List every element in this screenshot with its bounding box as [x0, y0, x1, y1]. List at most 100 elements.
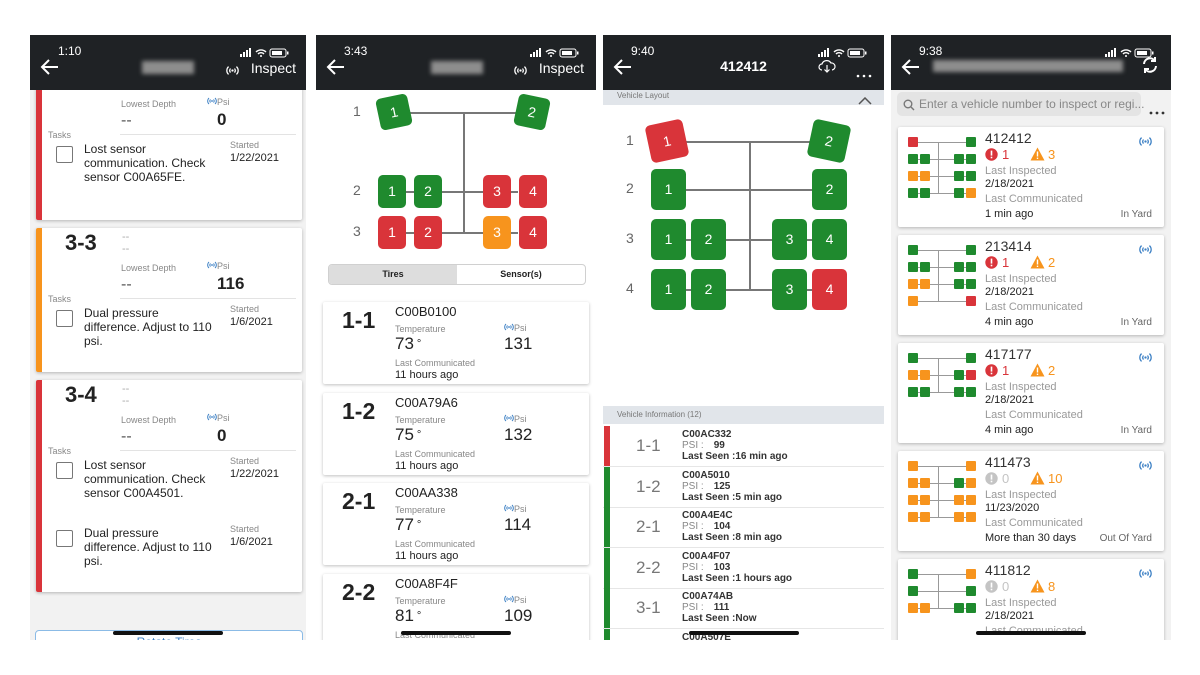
checkbox[interactable] — [56, 310, 73, 327]
tab[interactable]: Tires — [329, 265, 457, 284]
warning-svg — [1030, 363, 1045, 377]
tire[interactable]: 4 — [812, 218, 847, 260]
rotate-button[interactable]: Rotate Tires — [35, 630, 303, 640]
divider — [120, 298, 296, 299]
warning-svg — [1030, 147, 1045, 161]
inspected-date: 2/18/2021 — [985, 178, 1034, 190]
tire[interactable]: 3 — [772, 268, 807, 310]
mini-tire — [908, 245, 918, 255]
home-indicator — [113, 631, 223, 635]
mini-axle — [913, 466, 971, 467]
psi-value: 131 — [504, 334, 533, 353]
tab[interactable]: Sensor(s) — [500, 269, 542, 279]
sensor-row[interactable]: 2-2 C00A4F07 PSI : 103 Last Seen :1 hours ag… — [603, 547, 884, 589]
chevron-svg[interactable] — [858, 96, 872, 105]
seen-value: 16 min ago — [735, 451, 788, 462]
cloud-svg[interactable] — [818, 59, 836, 73]
cloud-icon[interactable] — [818, 59, 836, 78]
tire[interactable]: 1 — [651, 218, 686, 260]
back-arrow-svg[interactable] — [613, 58, 633, 76]
mini-axle — [913, 284, 971, 285]
radio-icon — [1139, 353, 1152, 362]
sensor-icon — [514, 63, 527, 81]
tire[interactable]: 3 — [483, 215, 511, 249]
search-svg — [903, 99, 915, 111]
header-action[interactable]: Inspect — [250, 60, 296, 76]
vehicle-card[interactable]: 213414 1 2 Last Inspected 2/18/2021 Last Comm… — [898, 235, 1164, 335]
back-arrow[interactable] — [40, 58, 60, 81]
tire[interactable]: 2 — [806, 118, 852, 164]
checkbox[interactable] — [56, 462, 73, 479]
refresh-svg[interactable] — [1141, 56, 1159, 74]
dots-svg[interactable] — [856, 74, 872, 78]
label: Psi — [217, 97, 230, 107]
task-card[interactable]: 3-4 -- -- Lowest Depth -- Psi 0 Tasks Lost senso… — [36, 380, 302, 592]
back-arrow-svg[interactable] — [326, 58, 346, 76]
mini-tire — [966, 478, 976, 488]
back-arrow-svg[interactable] — [40, 58, 60, 76]
tire[interactable]: 4 — [519, 215, 547, 249]
signal-icon — [1139, 458, 1152, 476]
tire[interactable]: 1 — [375, 93, 413, 131]
tire[interactable]: 2 — [414, 174, 442, 208]
mini-tire — [966, 495, 976, 505]
tire[interactable]: 2 — [513, 93, 551, 131]
tire[interactable]: 1 — [378, 215, 406, 249]
back-arrow-svg[interactable] — [901, 58, 921, 76]
signal-icon — [1139, 350, 1152, 368]
task-card[interactable]: 3-3 -- -- Lowest Depth -- Psi 116 Tasks Dual pre… — [36, 228, 302, 372]
task-card[interactable]: Lowest Depth -- Psi 0 Tasks Lost sensor commu… — [36, 64, 302, 220]
tire[interactable]: 2 — [812, 168, 847, 210]
refresh-icon[interactable] — [1141, 56, 1159, 79]
sensor-card[interactable]: 2-1 C00AA338 Temperature 77 ° Psi 114 Last Comm… — [323, 483, 589, 565]
tire[interactable]: 1 — [644, 118, 690, 164]
sensor-id: C00A4F07 — [682, 550, 731, 562]
tire[interactable]: 2 — [691, 268, 726, 310]
label: Last Seen : — [682, 491, 736, 503]
back-arrow[interactable] — [613, 58, 633, 81]
tire[interactable]: 1 — [378, 174, 406, 208]
back-arrow[interactable] — [326, 58, 346, 81]
sensor-row[interactable]: 1-2 C00A5010 PSI : 125 Last Seen :5 min ago — [603, 466, 884, 508]
back-arrow[interactable] — [901, 58, 921, 81]
status-icons — [240, 45, 290, 63]
blurred-title — [142, 61, 194, 74]
status-time: 1:10 — [58, 44, 82, 58]
mini-tire — [920, 387, 930, 397]
checkbox[interactable] — [56, 146, 73, 163]
tire[interactable]: 2 — [414, 215, 442, 249]
vehicle-card[interactable]: 412412 1 3 Last Inspected 2/18/2021 Last Comm… — [898, 127, 1164, 227]
search-bar[interactable]: Enter a vehicle number to inspect or reg… — [897, 92, 1144, 116]
radio-icon — [1139, 569, 1152, 578]
header-action[interactable]: Inspect — [538, 60, 584, 76]
label: Last Communicated — [985, 193, 1083, 205]
chevron[interactable] — [858, 92, 872, 110]
radio-icon — [1139, 461, 1152, 470]
sensor-row[interactable]: 1-1 C00AC332 PSI : 99 Last Seen :16 min ago — [603, 426, 884, 467]
more-icon[interactable] — [1149, 102, 1165, 120]
mini-axle — [913, 517, 971, 518]
tire[interactable]: 1 — [651, 268, 686, 310]
vehicle-card[interactable]: 411473 0 10 Last Inspected 11/23/2020 Last Co… — [898, 451, 1164, 551]
tire[interactable]: 4 — [812, 268, 847, 310]
sensor-row[interactable]: 2-1 C00A4E4C PSI : 104 Last Seen :8 min ago — [603, 507, 884, 548]
tire[interactable]: 3 — [483, 174, 511, 208]
more-icon[interactable] — [856, 65, 872, 83]
sensor-row[interactable]: 3-1 C00A74AB PSI : 111 Last Seen :Now — [603, 588, 884, 629]
sensor-card[interactable]: 1-2 C00A79A6 Temperature 75 ° Psi 132 Last Comm… — [323, 392, 589, 475]
sensor-row[interactable]: C00A507E — [603, 628, 884, 640]
mini-tire — [908, 461, 918, 471]
tire[interactable]: 2 — [691, 218, 726, 260]
checkbox[interactable] — [56, 530, 73, 547]
tire[interactable]: 1 — [651, 168, 686, 210]
tire[interactable]: 3 — [772, 218, 807, 260]
sensor-card[interactable]: 1-1 C00B0100 Temperature 73 ° Psi 131 Last Comm… — [323, 302, 589, 384]
dots-svg[interactable] — [1149, 111, 1165, 115]
vehicle-card[interactable]: 417177 1 2 Last Inspected 2/18/2021 Last Comm… — [898, 343, 1164, 443]
label: Last Inspected — [985, 489, 1057, 501]
psi-label: Psi — [207, 261, 230, 271]
tire[interactable]: 4 — [519, 174, 547, 208]
